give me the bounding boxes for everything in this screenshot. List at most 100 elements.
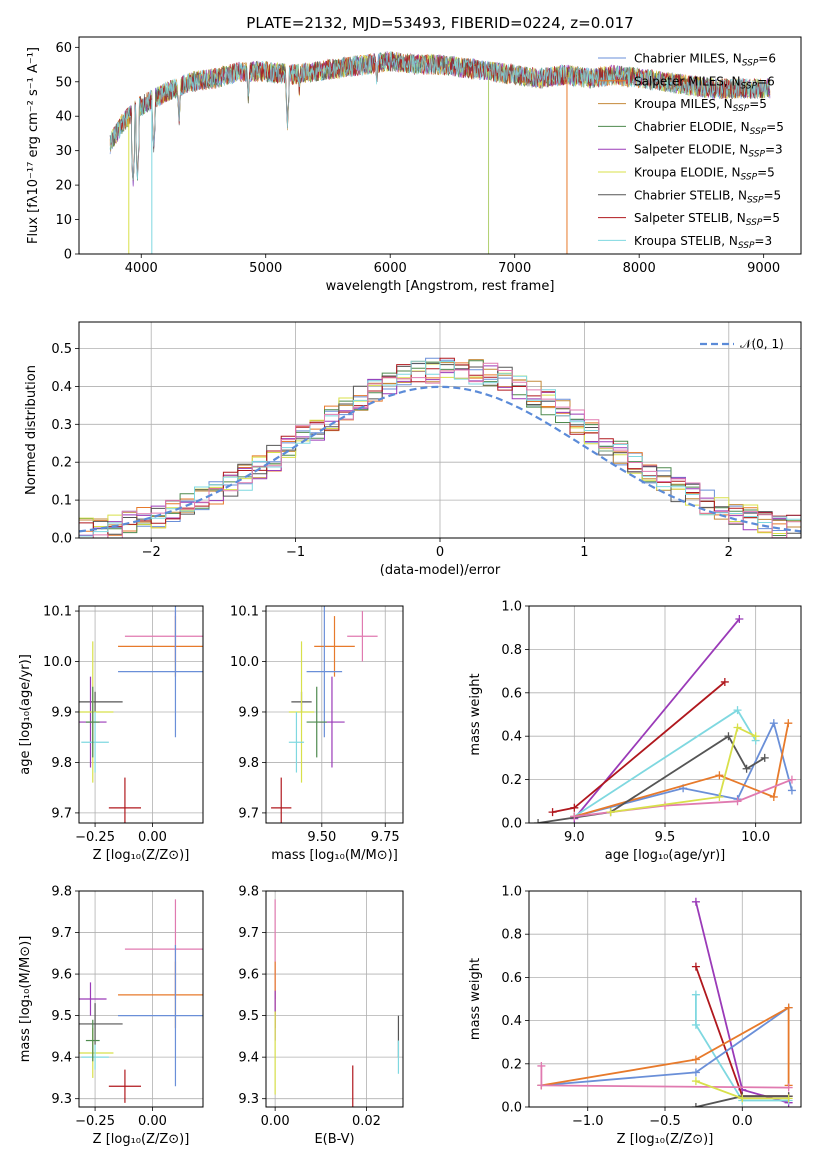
y-tick-label: 1.0 [501,600,522,615]
x-axis-label: age [log₁₀(age/yr)] [605,848,726,863]
x-tick-label: 10.0 [741,830,770,845]
weight-marker [733,723,742,732]
axes-frame [78,605,204,824]
y-tick-label: 10.1 [43,605,72,620]
y-tick-label: 0.6 [501,686,522,701]
y-tick-label: 9.7 [238,926,259,941]
weight-marker [606,808,615,817]
weight-marker [720,677,729,686]
x-axis-label: Z [log₁₀(Z/Z⊙)] [93,1132,190,1147]
x-tick-label: 0 [436,545,444,560]
y-tick-label: 9.6 [238,968,259,983]
axes-frame [78,36,802,255]
weight-marker [691,990,700,999]
y-tick-label: 0.8 [501,643,522,658]
y-tick-label: 9.8 [51,756,72,771]
legend-label: Chabrier STELIB, NSSP=5 [634,188,781,205]
y-tick-label: 0.5 [51,342,72,357]
y-tick-label: 9.3 [51,1092,72,1107]
legend-value: =5 [749,97,767,111]
weight-marker [784,1003,793,1012]
plot-area [79,899,203,1103]
legend-subscript: SSP [742,59,759,69]
legend-value: =3 [754,234,772,248]
weight-marker [570,803,579,812]
legend-label: Chabrier MILES, NSSP=6 [634,52,776,69]
plot-area [274,899,400,1107]
panel-spectrum: 4000 5000 6000 7000 8000 9000 0 10 20 30 40 50 60 wav… [26,36,802,294]
weight-marker [548,808,557,817]
legend-label: Salpeter STELIB, NSSP=5 [634,211,780,228]
axes-frame [78,321,802,539]
legend-label: 𝒩(0, 1) [740,337,784,351]
weight-line [610,726,757,813]
x-axis-label: wavelength [Angstrom, rest frame] [326,279,555,294]
histogram-series [79,362,801,538]
weight-marker [769,719,778,728]
y-tick-label: 60 [55,41,72,56]
panel-age_vs_mass: 9.50 9.75 9.7 9.8 9.9 10.0 10.1 mass [log₁₀(M/M… [230,605,404,863]
weight-marker [691,1103,700,1107]
y-tick-label: 10.0 [230,655,259,670]
y-tick-label: 0.0 [51,532,72,547]
y-tick-label: 9.8 [51,885,72,900]
legend-subscript: SSP [747,195,764,205]
y-axis-label: Normed distribution [24,365,39,495]
axes-frame [528,890,802,1108]
weight-marker [691,1068,700,1077]
legend-subscript: SSP [733,104,750,114]
y-tick-label: 9.7 [238,806,259,821]
weight-line [541,1006,790,1087]
weight-marker [691,897,700,906]
x-tick-label: 9.75 [371,830,400,845]
legend-text: Kroupa STELIB, N [634,234,738,248]
weight-marker [784,1094,793,1103]
weight-marker [742,764,751,773]
y-tick-label: 20 [55,179,72,194]
legend-text: Kroupa MILES, N [634,97,733,111]
y-tick-label: 0.4 [501,1014,522,1029]
panel-residuals: −2 −1 0 1 2 0.0 0.1 0.2 0.3 0.4 0.5 (data-model)/er… [24,321,802,578]
y-tick-label: 50 [55,75,72,90]
x-tick-label: 6000 [374,261,407,276]
y-tick-label: 0.0 [501,817,522,832]
y-tick-label: 9.5 [51,1009,72,1024]
legend-label: Chabrier ELODIE, NSSP=5 [634,120,784,137]
y-tick-label: 9.8 [238,885,259,900]
panel-weight_vs_age: 9.0 9.5 10.0 0.0 0.2 0.4 0.6 0.8 1.0 age [log₁₀(a… [468,600,802,863]
y-tick-label: 9.4 [238,1051,259,1066]
y-tick-label: 30 [55,144,72,159]
weight-line [552,681,726,813]
x-tick-label: −0.25 [75,1114,115,1129]
legend-text: Chabrier STELIB, N [634,188,747,202]
legend-label: Salpeter ELODIE, NSSP=3 [634,143,783,160]
x-axis-label: Z [log₁₀(Z/Z⊙)] [617,1132,714,1147]
y-tick-label: 9.7 [51,926,72,941]
x-tick-label: 8000 [623,261,656,276]
x-tick-label: 1 [580,545,588,560]
panel-weight_vs_Z: −1.0 −0.5 0.0 0.0 0.2 0.4 0.6 0.8 1.0 Z [log₁₀(Z/… [468,885,802,1147]
legend-text: Salpeter ELODIE, N [634,143,748,157]
y-tick-label: 9.4 [51,1051,72,1066]
legend-value: =5 [766,120,784,134]
weight-marker [738,1094,747,1103]
legend-value: =6 [757,74,775,88]
normal-curve [79,385,801,533]
x-tick-label: 2 [725,545,733,560]
weight-line [574,723,790,818]
legend-label: Kroupa ELODIE, NSSP=5 [634,166,775,183]
x-tick-label: 9.5 [655,830,676,845]
y-tick-label: 0.0 [501,1101,522,1116]
y-tick-label: 9.9 [51,705,72,720]
x-tick-label: 9.0 [564,830,585,845]
weight-marker [787,786,796,795]
weight-marker [537,1081,546,1090]
y-tick-label: 9.7 [51,806,72,821]
legend-value: =3 [765,143,783,157]
x-tick-label: 0.02 [352,1114,381,1129]
weight-marker [715,771,724,780]
axes-frame [78,890,204,1108]
weight-marker [691,1077,700,1086]
x-tick-label: 0.00 [138,830,167,845]
legend-label: Kroupa STELIB, NSSP=3 [634,234,772,251]
